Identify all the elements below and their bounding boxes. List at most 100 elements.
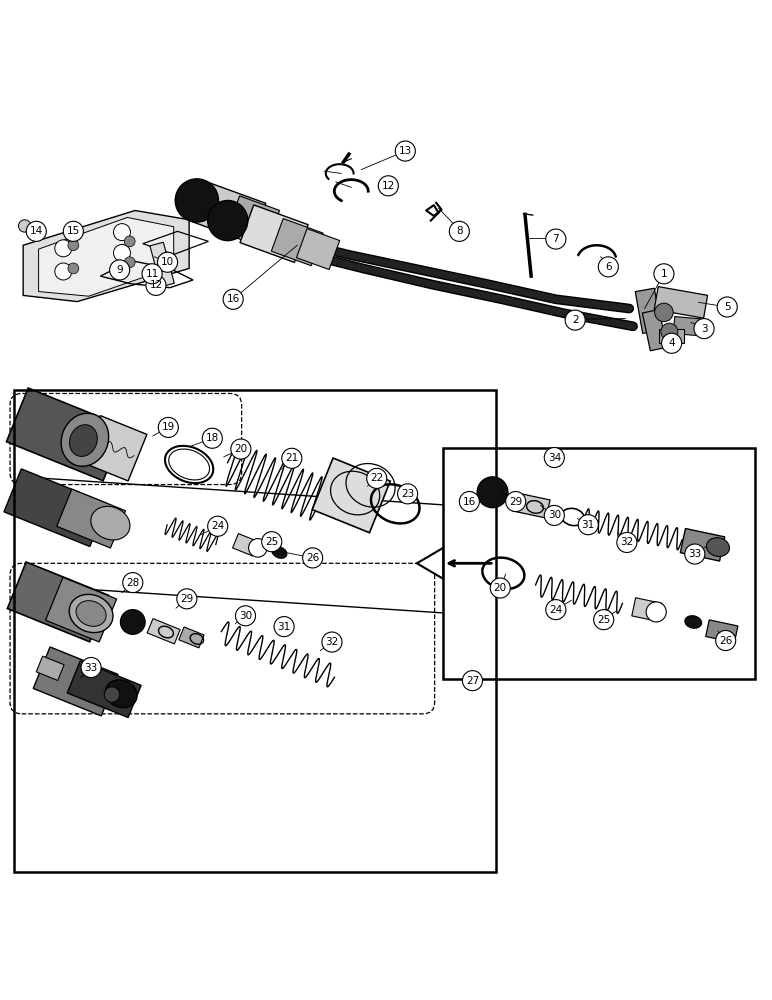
Text: 13: 13 bbox=[398, 146, 412, 156]
Ellipse shape bbox=[76, 601, 106, 626]
Circle shape bbox=[578, 515, 598, 535]
Circle shape bbox=[544, 448, 564, 468]
Circle shape bbox=[274, 617, 294, 637]
Circle shape bbox=[142, 264, 162, 284]
Polygon shape bbox=[232, 534, 259, 556]
Circle shape bbox=[120, 610, 145, 634]
Text: 14: 14 bbox=[29, 226, 43, 236]
Text: 32: 32 bbox=[325, 637, 339, 647]
Polygon shape bbox=[296, 229, 340, 270]
Polygon shape bbox=[631, 598, 662, 621]
Circle shape bbox=[598, 257, 618, 277]
Circle shape bbox=[459, 492, 479, 512]
Circle shape bbox=[655, 303, 673, 322]
Polygon shape bbox=[635, 288, 662, 333]
Text: 29: 29 bbox=[180, 594, 194, 604]
Circle shape bbox=[565, 310, 585, 330]
Circle shape bbox=[104, 687, 120, 702]
Polygon shape bbox=[8, 562, 108, 642]
Ellipse shape bbox=[685, 616, 702, 628]
Circle shape bbox=[124, 257, 135, 268]
Circle shape bbox=[208, 516, 228, 536]
Circle shape bbox=[177, 589, 197, 609]
Ellipse shape bbox=[272, 547, 287, 558]
Bar bbox=[443, 448, 755, 679]
Circle shape bbox=[546, 600, 566, 620]
Polygon shape bbox=[23, 211, 189, 302]
Polygon shape bbox=[33, 647, 118, 716]
Circle shape bbox=[617, 532, 637, 552]
Circle shape bbox=[303, 548, 323, 568]
Circle shape bbox=[158, 417, 178, 437]
Ellipse shape bbox=[69, 425, 97, 456]
Polygon shape bbox=[642, 310, 667, 351]
Polygon shape bbox=[147, 619, 180, 644]
Circle shape bbox=[262, 532, 282, 552]
Text: 25: 25 bbox=[265, 537, 279, 547]
Circle shape bbox=[717, 297, 737, 317]
Circle shape bbox=[462, 671, 482, 691]
Text: 31: 31 bbox=[277, 622, 291, 632]
Text: 4: 4 bbox=[669, 338, 675, 348]
Circle shape bbox=[55, 263, 72, 280]
Polygon shape bbox=[36, 656, 64, 681]
Text: 7: 7 bbox=[553, 234, 559, 244]
Circle shape bbox=[716, 630, 736, 651]
Circle shape bbox=[175, 179, 218, 222]
Circle shape bbox=[123, 573, 143, 593]
Bar bbox=[14, 390, 496, 872]
Text: 24: 24 bbox=[549, 605, 563, 615]
Circle shape bbox=[81, 657, 101, 678]
Text: 26: 26 bbox=[719, 636, 733, 646]
Polygon shape bbox=[312, 458, 391, 533]
Polygon shape bbox=[150, 242, 174, 287]
Text: 10: 10 bbox=[161, 257, 174, 267]
Polygon shape bbox=[673, 317, 704, 336]
Text: 33: 33 bbox=[84, 663, 98, 673]
Text: 3: 3 bbox=[701, 324, 707, 334]
Text: 30: 30 bbox=[547, 510, 561, 520]
Polygon shape bbox=[56, 489, 126, 548]
Text: 25: 25 bbox=[597, 615, 611, 625]
Text: 20: 20 bbox=[234, 444, 248, 454]
Circle shape bbox=[546, 229, 566, 249]
Polygon shape bbox=[190, 181, 266, 243]
Text: 15: 15 bbox=[66, 226, 80, 236]
Text: 19: 19 bbox=[161, 422, 175, 432]
Text: 27: 27 bbox=[466, 676, 479, 686]
Text: 26: 26 bbox=[306, 553, 320, 563]
Text: 8: 8 bbox=[456, 226, 462, 236]
Polygon shape bbox=[271, 219, 323, 266]
Polygon shape bbox=[39, 217, 174, 296]
Ellipse shape bbox=[706, 538, 730, 556]
Circle shape bbox=[113, 224, 130, 241]
Text: 23: 23 bbox=[401, 489, 415, 499]
Circle shape bbox=[661, 323, 678, 340]
Circle shape bbox=[322, 632, 342, 652]
Polygon shape bbox=[67, 661, 141, 718]
Circle shape bbox=[490, 578, 510, 598]
Polygon shape bbox=[659, 329, 684, 343]
Circle shape bbox=[231, 439, 251, 459]
Text: 29: 29 bbox=[509, 497, 523, 507]
Circle shape bbox=[55, 240, 72, 257]
Circle shape bbox=[113, 244, 130, 261]
Text: 5: 5 bbox=[724, 302, 730, 312]
Text: 9: 9 bbox=[117, 265, 123, 275]
Text: 11: 11 bbox=[145, 269, 159, 279]
Text: 34: 34 bbox=[547, 453, 561, 463]
Text: 21: 21 bbox=[285, 453, 299, 463]
Text: 33: 33 bbox=[688, 549, 702, 559]
Circle shape bbox=[544, 505, 564, 525]
Text: 28: 28 bbox=[126, 578, 140, 588]
Circle shape bbox=[685, 544, 705, 564]
Ellipse shape bbox=[91, 506, 130, 540]
Circle shape bbox=[249, 539, 267, 557]
Polygon shape bbox=[227, 196, 279, 245]
Circle shape bbox=[662, 333, 682, 353]
Text: 1: 1 bbox=[661, 269, 667, 279]
Text: 20: 20 bbox=[493, 583, 507, 593]
Polygon shape bbox=[82, 416, 147, 481]
Circle shape bbox=[654, 264, 674, 284]
Circle shape bbox=[367, 468, 387, 488]
